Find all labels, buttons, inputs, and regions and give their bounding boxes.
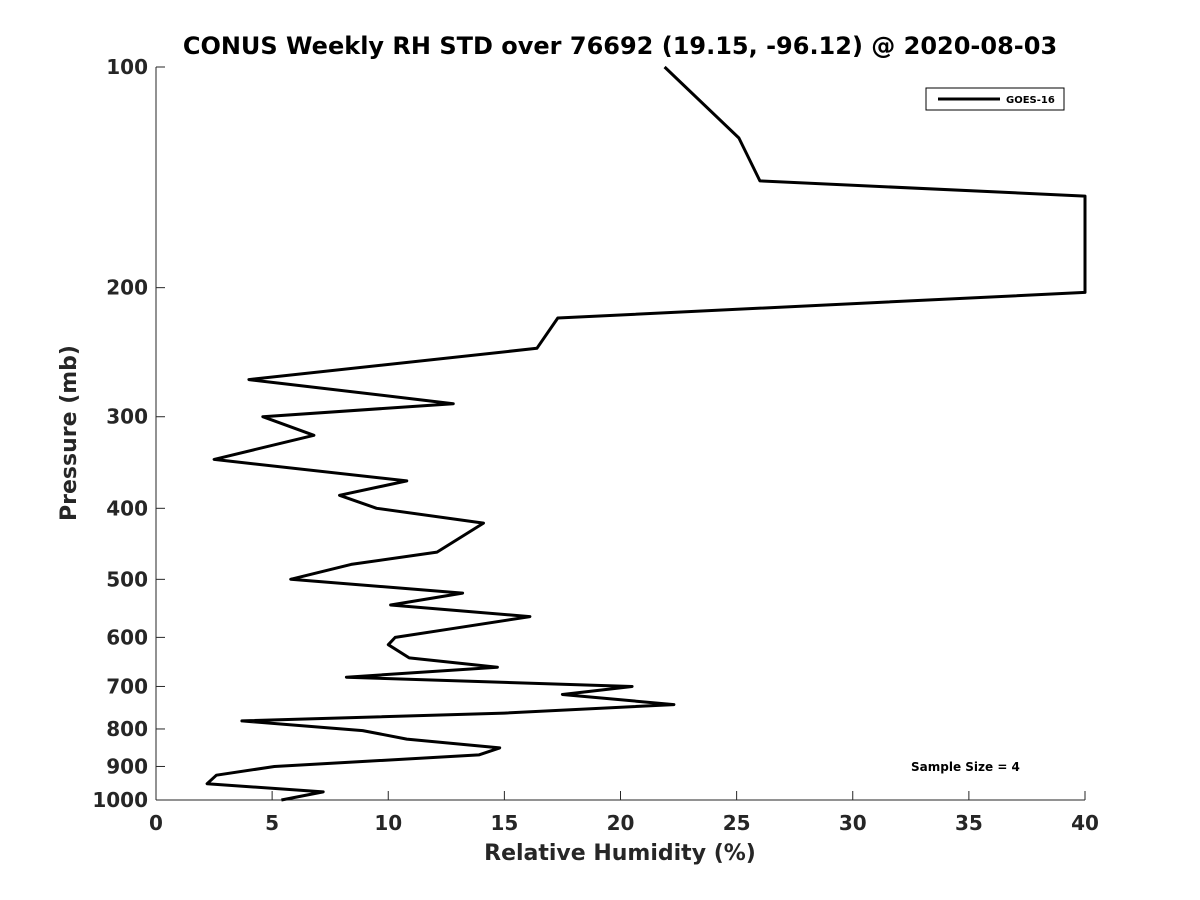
chart-title: CONUS Weekly RH STD over 76692 (19.15, -… <box>183 32 1057 60</box>
x-tick-label: 20 <box>607 811 635 835</box>
y-tick-label: 900 <box>106 754 148 778</box>
legend: GOES-16 <box>925 87 1065 111</box>
x-tick-label: 0 <box>149 811 163 835</box>
legend-entry-goes-16: GOES-16 <box>1006 95 1055 106</box>
y-tick-label: 600 <box>106 625 148 649</box>
y-tick-label: 400 <box>106 496 148 520</box>
y-tick-label: 100 <box>106 55 148 79</box>
axis-ticks: 0 5 10 15 20 25 30 35 40 100 200 300 400 500 600 700 800… <box>92 55 1099 835</box>
y-tick-label: 500 <box>106 567 148 591</box>
axes <box>155 67 1085 801</box>
x-axis-label: Relative Humidity (%) <box>484 841 756 866</box>
y-tick-label: 1000 <box>92 788 148 812</box>
series-line-goes-16 <box>205 65 1087 802</box>
x-tick-label: 35 <box>955 811 983 835</box>
y-tick-label: 700 <box>106 674 148 698</box>
series-layer <box>205 65 1087 802</box>
x-tick-label: 15 <box>490 811 518 835</box>
x-tick-label: 5 <box>265 811 279 835</box>
x-tick-label: 10 <box>374 811 402 835</box>
x-tick-label: 40 <box>1071 811 1099 835</box>
y-axis-label: Pressure (mb) <box>57 345 82 521</box>
sample-size-annotation: Sample Size = 4 <box>911 760 1020 774</box>
x-tick-label: 25 <box>723 811 751 835</box>
y-tick-label: 300 <box>106 405 148 429</box>
y-tick-label: 800 <box>106 717 148 741</box>
x-tick-label: 30 <box>839 811 867 835</box>
y-tick-label: 200 <box>106 276 148 300</box>
